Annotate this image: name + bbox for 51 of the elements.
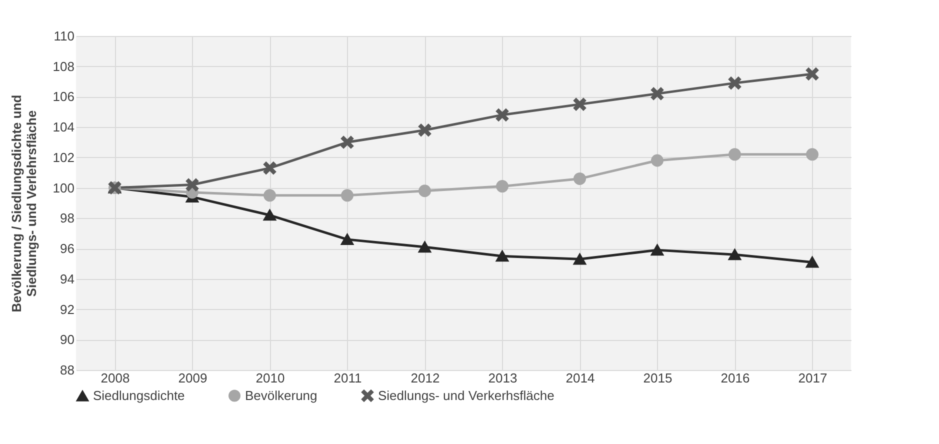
point [574, 254, 586, 265]
point [496, 180, 508, 193]
y-tick-label: 104 [52, 120, 74, 135]
legend-label: Siedlungsdichte [93, 388, 185, 404]
x-tick-label: 2013 [488, 370, 518, 386]
point [574, 172, 586, 185]
point [264, 210, 276, 221]
point [186, 178, 198, 192]
y-tick-label: 96 [60, 241, 74, 256]
x-tick-label: 2010 [256, 370, 285, 386]
y-tick-label: 98 [60, 210, 74, 226]
y-tick-label: 108 [52, 58, 74, 74]
y-tick-label: 102 [52, 150, 74, 165]
point [651, 244, 664, 256]
x-tick-label: 2017 [798, 370, 828, 386]
x-tick-label: 2015 [643, 370, 672, 386]
x-tick-label: 2016 [720, 370, 750, 386]
point [651, 154, 664, 167]
point [264, 162, 276, 174]
y-tick-label: 94 [60, 271, 74, 286]
y-tick-label: 88 [60, 362, 74, 378]
y-tick-label: 90 [60, 332, 74, 348]
x-tick-label: 2009 [178, 370, 208, 386]
point [574, 98, 586, 111]
y-tick-label: 106 [52, 89, 74, 104]
x-tick-label: 2014 [566, 370, 595, 386]
point [728, 148, 741, 161]
x-tick-label: 2011 [334, 370, 362, 386]
y-axis-title: Bevölkerung / Siedlungsdichte und Siedlungs- und Verlehrsfläche [8, 94, 39, 312]
point [418, 241, 431, 253]
legend-label: Bevölkerung [245, 388, 318, 403]
point [341, 136, 354, 149]
point [651, 87, 664, 100]
point [264, 189, 276, 202]
y-tick-label: 100 [52, 180, 74, 196]
point [728, 76, 741, 90]
point [341, 234, 354, 245]
y-tick-label: 92 [60, 302, 74, 317]
point [806, 256, 818, 268]
legend-label: Siedlungs- und Verkerhsfläche [378, 388, 554, 403]
point [418, 184, 431, 198]
point [806, 148, 818, 161]
point [496, 250, 508, 262]
x-tick-label: 2012 [410, 370, 440, 386]
y-tick-label: 110 [54, 28, 74, 44]
point [341, 189, 354, 202]
point [496, 108, 508, 122]
x-tick-label: 2008 [100, 370, 130, 386]
point [728, 249, 741, 260]
point [418, 124, 431, 136]
point [806, 68, 818, 80]
